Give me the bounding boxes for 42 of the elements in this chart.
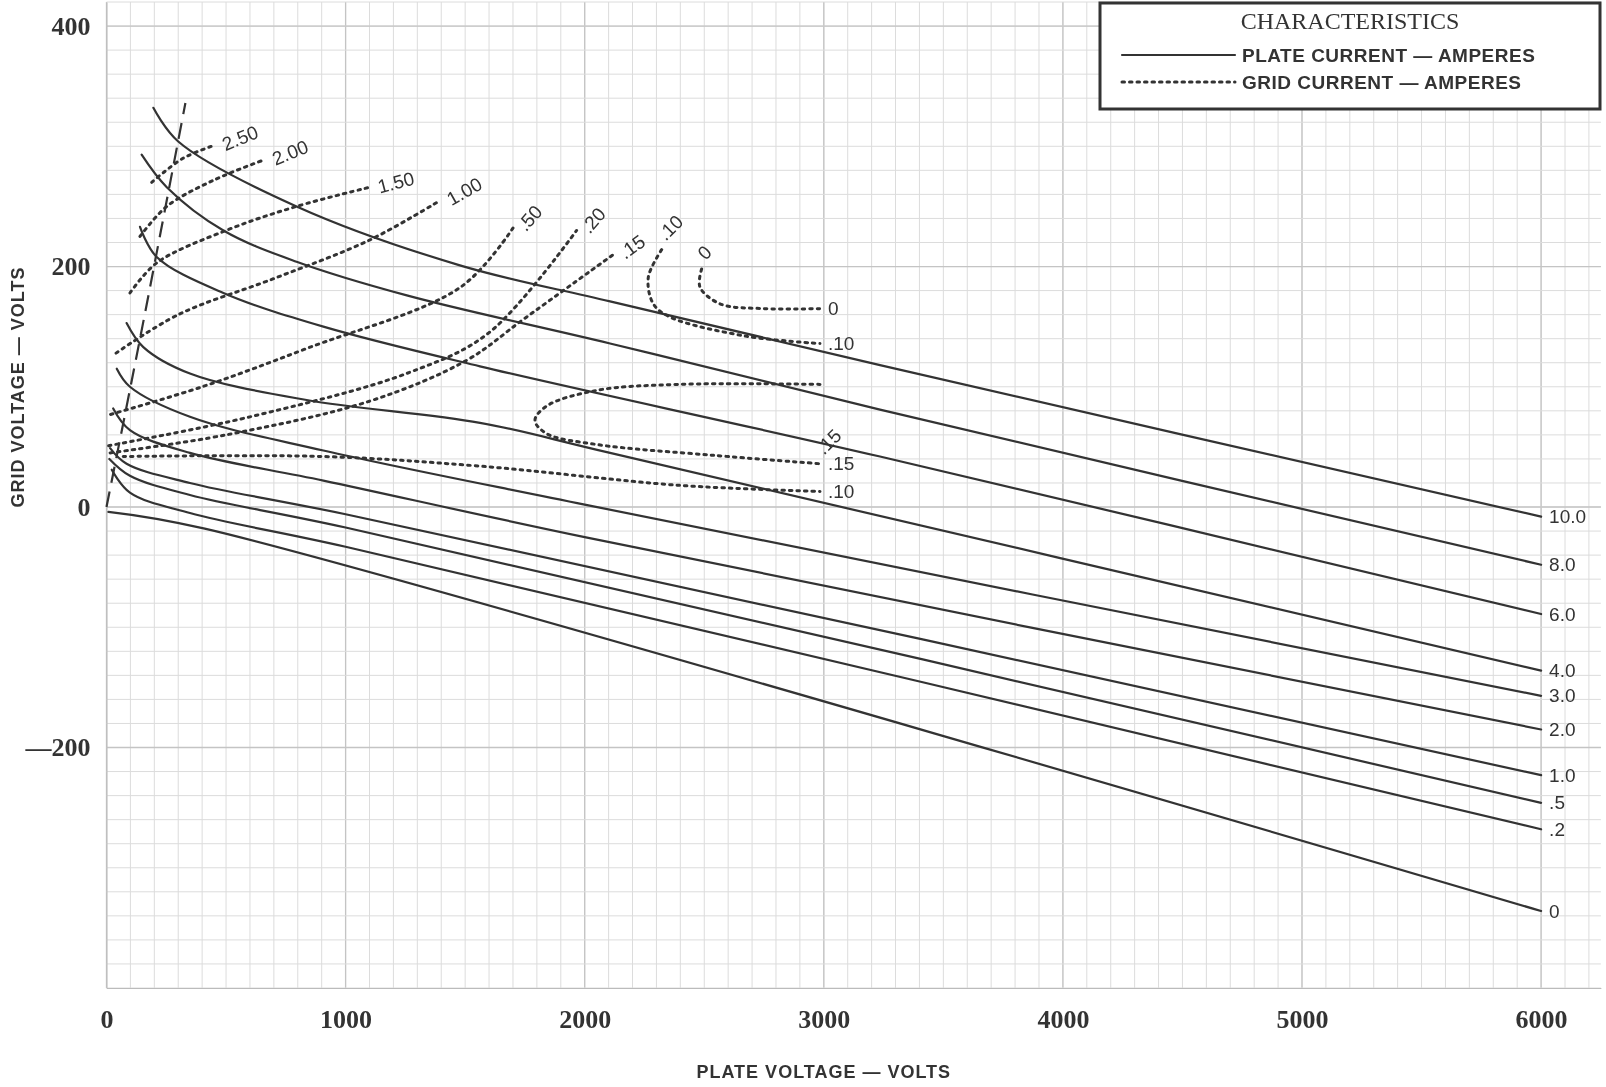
- series-label: 2.0: [1549, 719, 1576, 741]
- y-tick-label: —200: [24, 733, 91, 763]
- text: 1.50: [375, 167, 417, 198]
- series-label: 6.0: [1549, 603, 1576, 625]
- annotation: .15: [827, 453, 855, 475]
- line-series: [533, 382, 822, 466]
- text: 2.50: [219, 121, 262, 155]
- series-label: 4.0: [1549, 660, 1576, 682]
- text: 1.00: [443, 173, 486, 210]
- y-axis-title: GRID VOLTAGE — VOLTS: [8, 266, 28, 508]
- x-tick-label: 0: [100, 1005, 114, 1035]
- series-label: 0: [1549, 900, 1560, 922]
- y-tick-label: 0: [77, 492, 91, 522]
- text: .15: [615, 230, 650, 264]
- series-label: 3.0: [1549, 685, 1576, 707]
- x-tick-label: 6000: [1515, 1005, 1568, 1035]
- series-label: .2: [1549, 818, 1565, 840]
- series-label: .10: [827, 481, 855, 503]
- series-label: 0: [827, 298, 839, 320]
- text: .20: [576, 203, 610, 238]
- line-series: [646, 248, 822, 345]
- series-label: 8.0: [1549, 554, 1576, 576]
- series-label: .10: [827, 333, 855, 355]
- x-tick-label: 5000: [1276, 1005, 1329, 1035]
- line-series: [697, 267, 822, 311]
- y-tick-label: 200: [51, 252, 91, 282]
- annotation: .10: [653, 211, 688, 245]
- legend-title: CHARACTERISTICS: [1240, 8, 1460, 34]
- y-tick-label: 400: [51, 11, 91, 41]
- annotation: PLATE CURRENT — AMPERES: [1242, 44, 1536, 66]
- annotation: 0: [693, 241, 716, 264]
- series-label: 1.0: [1549, 764, 1576, 786]
- x-tick-label: 3000: [798, 1005, 851, 1035]
- x-tick-label: 1000: [320, 1005, 373, 1035]
- series-label: 10.0: [1549, 506, 1587, 528]
- annotation: GRID CURRENT — AMPERES: [1242, 71, 1522, 93]
- x-axis-title: PLATE VOLTAGE — VOLTS: [696, 1062, 952, 1082]
- x-tick-label: 2000: [559, 1005, 612, 1035]
- series-label: .5: [1549, 792, 1565, 814]
- text: 2.00: [269, 136, 312, 170]
- x-tick-label: 4000: [1037, 1005, 1090, 1035]
- text: .50: [513, 201, 547, 236]
